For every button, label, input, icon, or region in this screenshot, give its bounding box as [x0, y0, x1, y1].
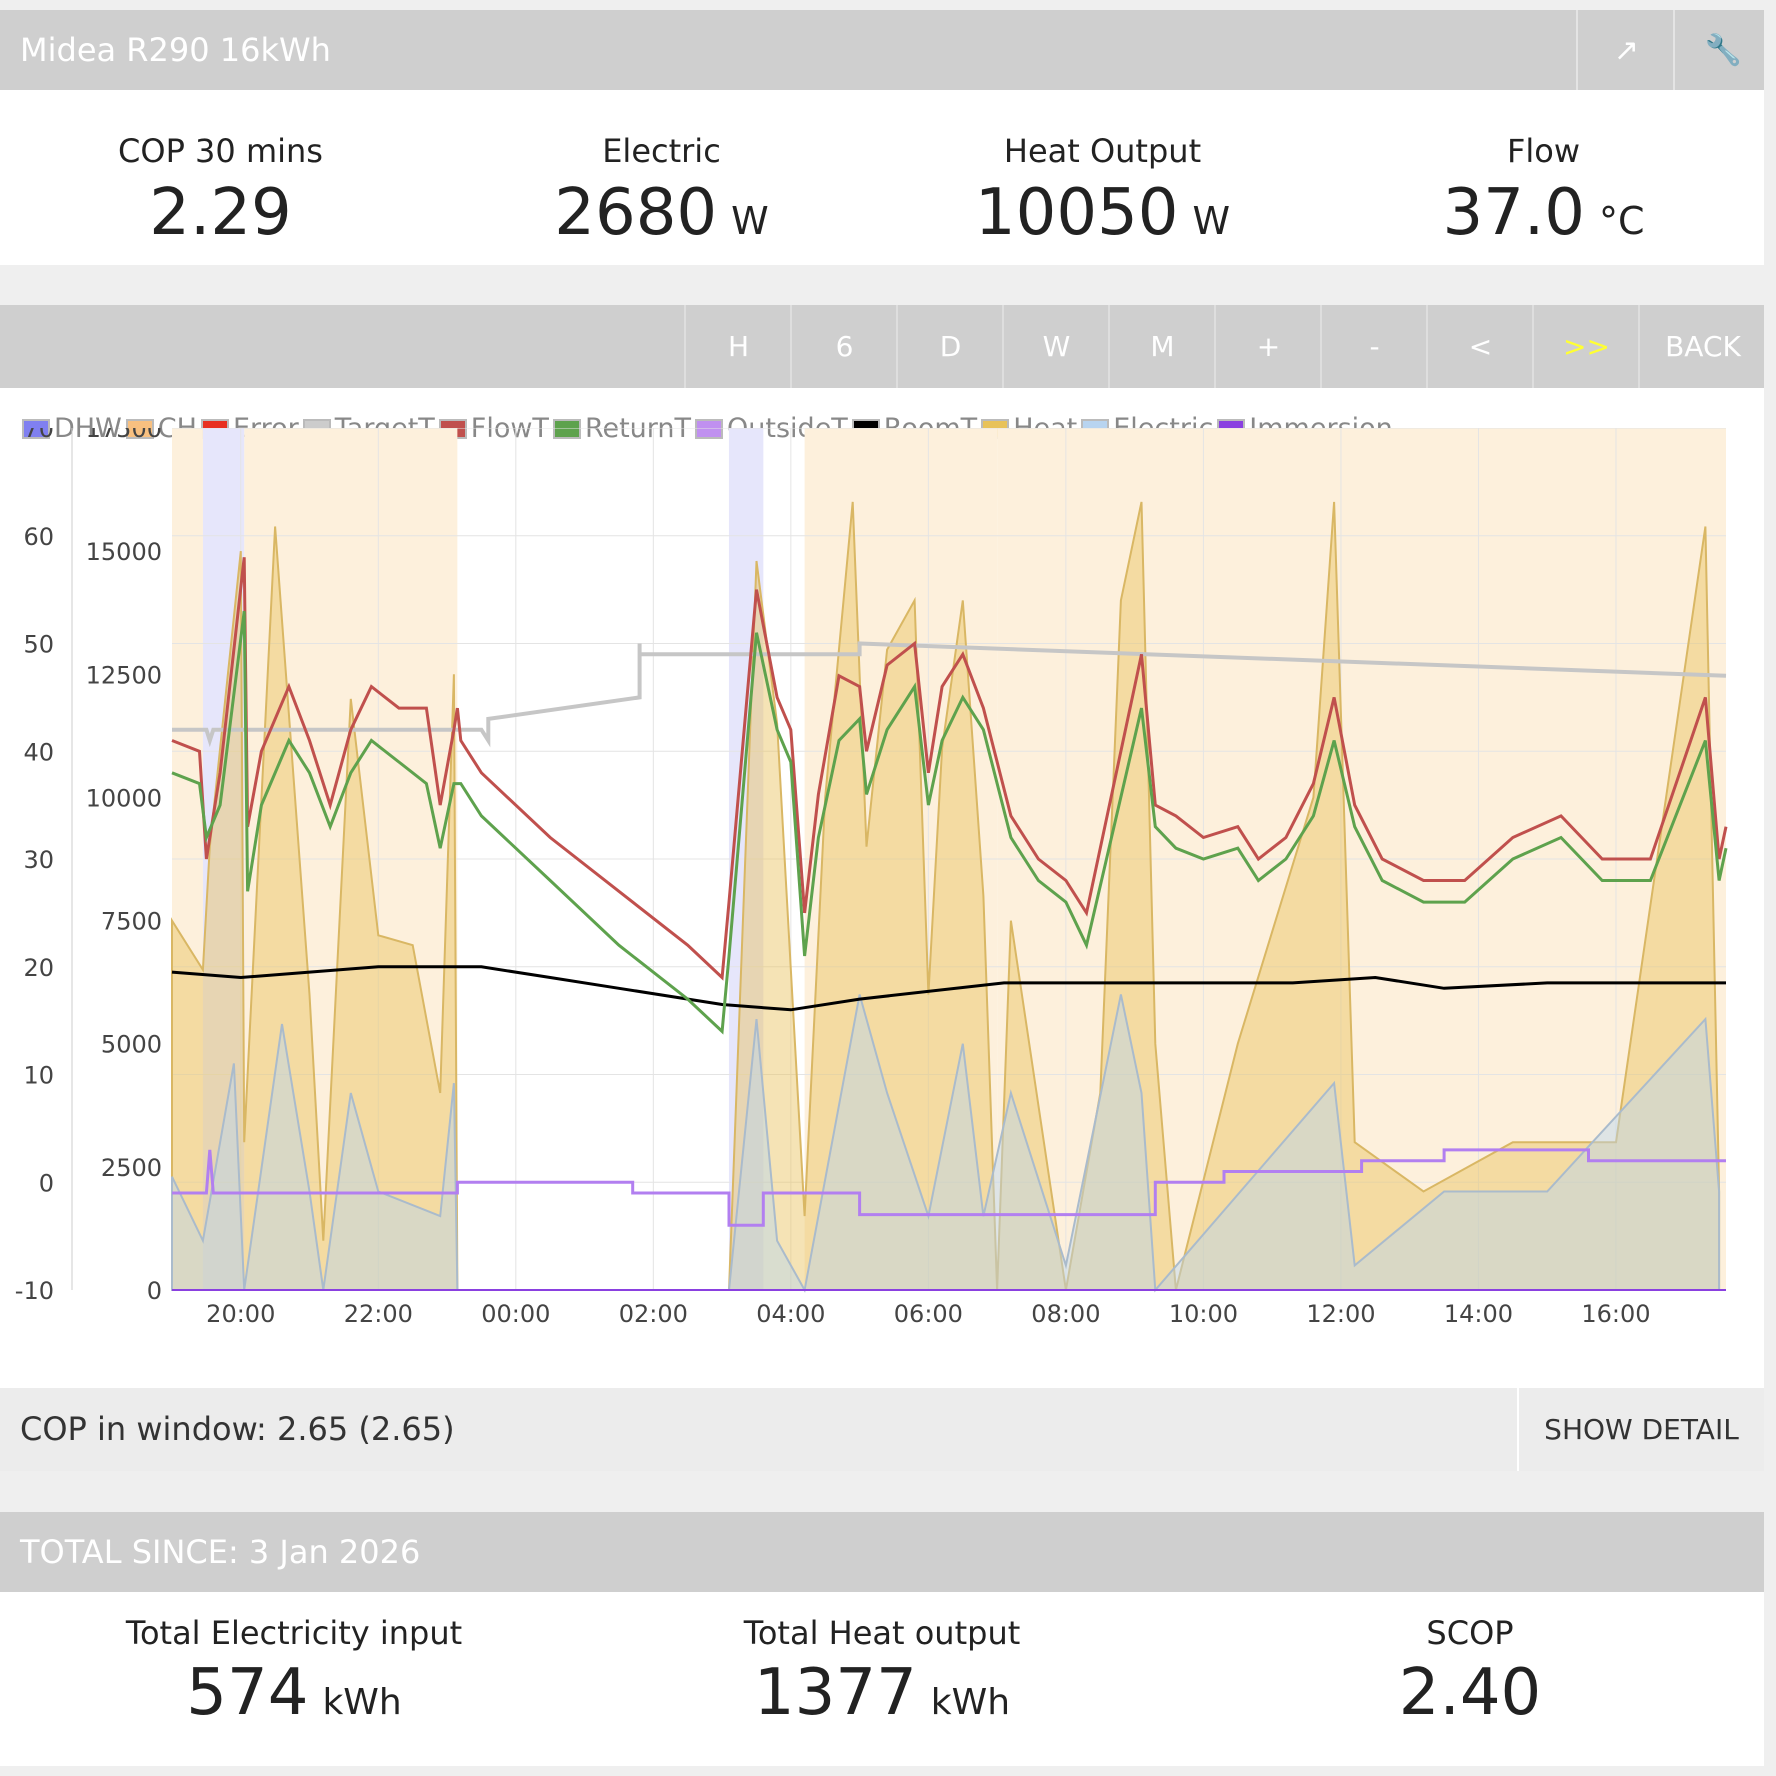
roomt-series — [171, 965, 1726, 1012]
share-icon: ↗ — [1613, 32, 1640, 68]
chart-panel: DHWCHErrorTargetTFlowTReturnTOutsideTRoo… — [0, 388, 1764, 1388]
y-right-tick-label: 0 — [147, 1277, 162, 1305]
pan-left-button[interactable]: < — [1426, 305, 1533, 388]
legend-swatch — [695, 419, 724, 439]
total-electricity: Total Electricity input 574 kWh — [0, 1592, 588, 1730]
zoom-out-button[interactable]: - — [1320, 305, 1427, 388]
y-left-tick-label: 20 — [23, 954, 54, 982]
x-tick-label: 08:00 — [1031, 1300, 1100, 1328]
chart-toolbar: H 6 D W M + - < >> BACK — [0, 305, 1764, 388]
total-value: 2.40 — [1398, 1656, 1542, 1730]
x-tick-label: 22:00 — [344, 1300, 413, 1328]
share-button[interactable]: ↗ — [1576, 10, 1675, 90]
y-left-tick-label: 60 — [23, 523, 54, 551]
stat-unit: W — [731, 199, 769, 243]
cop-window-bar: COP in window: 2.65 (2.65) SHOW DETAIL — [0, 1388, 1764, 1471]
total-label: Total Heat output — [743, 1614, 1021, 1652]
heat-output-stat: Heat Output 10050 W — [882, 90, 1323, 250]
live-stats: COP 30 mins 2.29 Electric 2680 W Heat Out… — [0, 90, 1764, 265]
stat-label: COP 30 mins — [118, 132, 323, 170]
back-button[interactable]: BACK — [1638, 305, 1766, 388]
returnt-series — [171, 611, 1728, 1035]
stat-value: 10050 — [974, 176, 1179, 250]
electric-stat: Electric 2680 W — [441, 90, 882, 250]
hour-button[interactable]: H — [684, 305, 791, 388]
month-button[interactable]: M — [1108, 305, 1215, 388]
day-button[interactable]: D — [896, 305, 1003, 388]
total-since-bar: TOTAL SINCE: 3 Jan 2026 — [0, 1512, 1764, 1592]
y-right-tick-label: 2500 — [101, 1154, 162, 1182]
y-right-tick-label: 17500 — [86, 428, 162, 443]
week-button[interactable]: W — [1002, 305, 1109, 388]
history-chart[interactable]: 70 60 50 40 30 20 10 0 -10 17500 15000 12500 10000 75… — [0, 428, 1764, 1388]
stat-label: Heat Output — [1003, 132, 1202, 170]
x-tick-label: 10:00 — [1169, 1300, 1238, 1328]
total-heat: Total Heat output 1377 kWh — [588, 1592, 1176, 1730]
outsidet-series — [172, 1148, 1726, 1227]
x-tick-label: 02:00 — [619, 1300, 688, 1328]
x-tick-label: 00:00 — [481, 1300, 550, 1328]
pan-right-button[interactable]: >> — [1532, 305, 1639, 388]
stat-label: Electric — [602, 132, 721, 170]
total-label: Total Electricity input — [125, 1614, 463, 1652]
flowt-series — [171, 557, 1728, 981]
x-tick-label: 20:00 — [206, 1300, 275, 1328]
legend-swatch — [552, 419, 581, 439]
stat-label: Flow — [1506, 132, 1581, 170]
y-right-tick-label: 12500 — [86, 661, 162, 689]
scop: SCOP 2.40 — [1176, 1592, 1764, 1730]
stat-value: 2.29 — [149, 176, 292, 250]
electric-series — [171, 994, 1721, 1293]
y-left-tick-label: 30 — [23, 846, 54, 874]
stat-value: 37.0 — [1442, 176, 1585, 250]
totals-panel: Total Electricity input 574 kWh Total Hea… — [0, 1592, 1764, 1766]
x-tick-label: 04:00 — [756, 1300, 825, 1328]
y-left-tick-label: 0 — [39, 1169, 54, 1197]
title-bar: Midea R290 16kWh ↗ 🔧 — [0, 10, 1764, 90]
stat-unit: W — [1192, 199, 1231, 243]
y-right-tick-label: 5000 — [101, 1031, 162, 1059]
legend-item-dhw[interactable]: DHW — [22, 413, 122, 444]
legend-swatch — [125, 419, 154, 439]
total-unit: kWh — [930, 1682, 1011, 1723]
total-label: SCOP — [1426, 1614, 1514, 1652]
y-left-tick-label: 10 — [23, 1062, 54, 1090]
targett-series — [172, 641, 1727, 748]
total-value: 1377 — [753, 1656, 917, 1730]
total-value: 574 — [186, 1656, 309, 1730]
y-left-tick-label: 70 — [23, 428, 54, 443]
cop-stat: COP 30 mins 2.29 — [0, 90, 441, 250]
y-right-tick-label: 15000 — [86, 538, 162, 566]
show-detail-button[interactable]: SHOW DETAIL — [1517, 1388, 1764, 1471]
wrench-icon: 🔧 — [1704, 32, 1743, 68]
x-tick-label: 12:00 — [1306, 1300, 1375, 1328]
cop-window-text: COP in window: 2.65 (2.65) — [20, 1410, 455, 1448]
stat-value: 2680 — [554, 176, 718, 250]
y-left-tick-label: 40 — [23, 738, 54, 766]
y-right-tick-label: 10000 — [86, 784, 162, 812]
six-hour-button[interactable]: 6 — [790, 305, 897, 388]
total-since-label: TOTAL SINCE: 3 Jan 2026 — [20, 1533, 421, 1571]
y-left-tick-label: 50 — [23, 631, 54, 659]
settings-button[interactable]: 🔧 — [1673, 10, 1772, 90]
flow-stat: Flow 37.0 °C — [1323, 90, 1764, 250]
legend-label: DHW — [54, 413, 122, 444]
y-right-tick-label: 7500 — [101, 908, 162, 936]
app-title: Midea R290 16kWh — [20, 31, 331, 69]
total-unit: kWh — [322, 1682, 402, 1723]
x-tick-label: 16:00 — [1581, 1300, 1650, 1328]
x-tick-label: 14:00 — [1444, 1300, 1513, 1328]
x-tick-label: 06:00 — [894, 1300, 963, 1328]
stat-unit: °C — [1598, 199, 1645, 243]
legend-swatch — [22, 419, 50, 439]
y-left-tick-label: -10 — [15, 1277, 54, 1305]
zoom-in-button[interactable]: + — [1214, 305, 1321, 388]
